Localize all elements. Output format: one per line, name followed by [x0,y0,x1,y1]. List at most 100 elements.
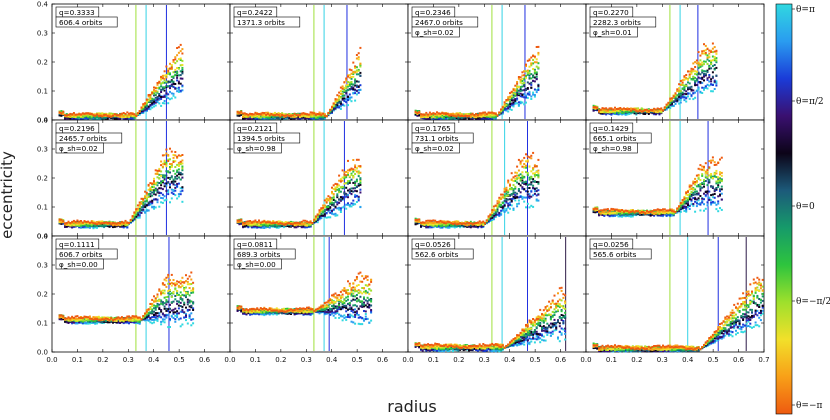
data-point [172,154,175,156]
data-point [352,75,355,78]
data-point [343,196,346,199]
data-point [167,102,170,105]
data-point [439,114,442,117]
data-point [348,190,351,193]
data-point [88,226,91,229]
data-point [135,213,138,216]
data-point [533,94,536,96]
data-point [523,103,526,106]
data-point [441,112,444,115]
data-point [646,110,648,113]
data-point [170,64,173,67]
data-point [355,69,358,72]
data-point [537,45,540,48]
data-point [339,108,342,110]
data-point [298,112,301,115]
data-point [452,112,454,115]
data-point [181,154,184,156]
data-point [537,87,540,90]
data-point [711,51,714,54]
data-point [678,102,681,105]
data-point [592,109,595,112]
data-point [354,187,357,190]
data-point [176,197,179,200]
data-point [622,111,625,114]
data-point [708,49,711,52]
data-point [692,89,695,92]
data-point [630,109,632,112]
data-point [65,222,68,225]
data-point [446,113,449,116]
data-point [332,213,335,216]
data-point [138,216,141,219]
data-point [656,110,659,113]
data-point [181,52,184,55]
data-point [298,113,301,116]
data-point [525,75,527,77]
data-point [532,79,535,82]
data-point [163,154,166,157]
data-point [101,117,104,120]
data-point [626,107,629,110]
data-point [336,214,339,217]
data-point [635,110,638,113]
data-point [608,107,611,110]
data-point [710,83,713,86]
data-point [681,95,684,98]
data-point [464,113,467,116]
data-point [169,147,171,150]
data-point [65,113,68,116]
data-point [120,220,123,223]
data-point [131,215,134,218]
data-point [706,69,709,72]
data-point [177,86,180,89]
data-point [181,70,184,73]
data-point [535,75,538,78]
data-point [352,72,355,74]
data-point [348,96,351,99]
data-point [517,101,520,104]
data-point [176,183,179,185]
data-point [681,87,684,90]
data-point [172,92,175,95]
data-point [516,94,519,97]
data-point [279,117,282,120]
data-point [58,111,61,114]
data-point [316,117,319,120]
data-point [685,76,688,79]
data-point [646,108,648,111]
data-point [160,164,163,167]
data-point [242,115,244,118]
data-point [158,187,161,190]
data-point [338,96,341,99]
data-point [334,101,337,104]
data-point [142,208,145,211]
data-point [261,115,264,118]
data-point [71,113,74,116]
data-point [699,81,702,83]
data-point [313,112,316,115]
data-point [81,118,84,121]
data-point [354,189,357,192]
data-point [352,86,355,89]
data-point [263,116,266,118]
data-point [318,114,321,117]
data-point [153,86,155,89]
data-point [261,111,264,114]
data-point [512,99,515,102]
data-point [88,224,91,227]
data-point [177,80,180,83]
data-point [510,90,513,93]
data-point [334,99,337,102]
data-point [96,221,98,224]
data-point [496,114,499,117]
data-point [154,90,157,93]
data-point [523,93,526,96]
data-point [703,79,705,82]
data-point [323,113,326,116]
data-point [667,103,670,106]
data-point [67,115,70,118]
data-point [530,81,533,84]
data-point [138,214,141,217]
data-point [181,64,184,66]
